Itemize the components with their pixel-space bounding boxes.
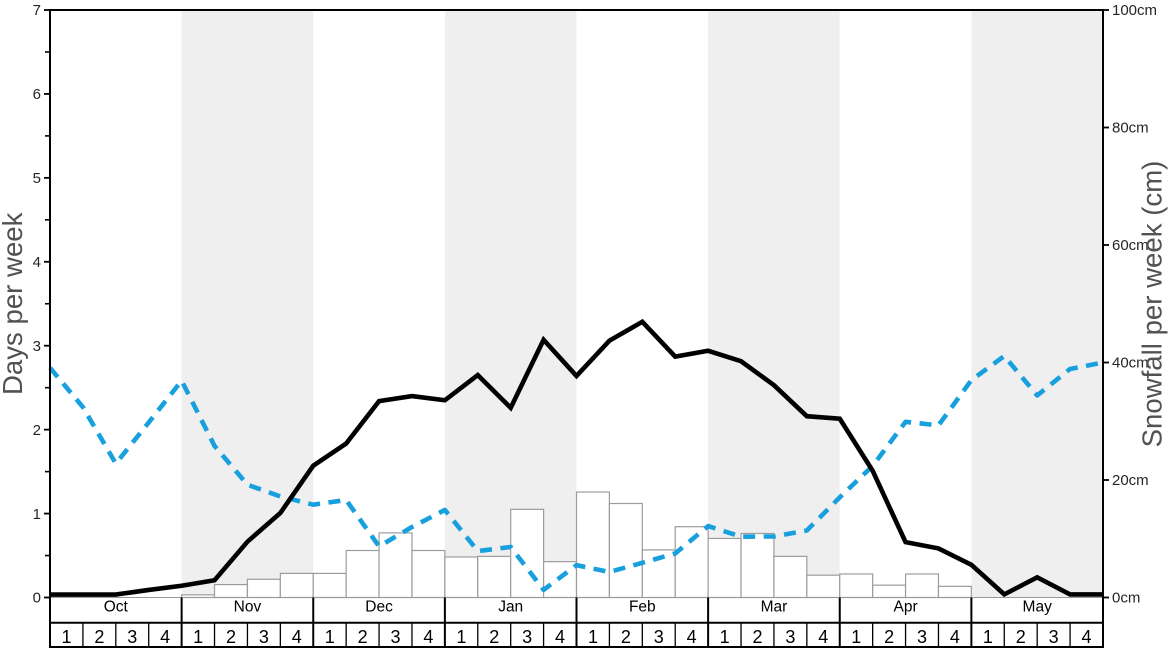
svg-text:4: 4 (292, 627, 302, 647)
svg-text:Oct: Oct (104, 599, 129, 616)
svg-text:1: 1 (720, 627, 730, 647)
svg-text:Feb: Feb (629, 599, 656, 616)
svg-text:1: 1 (33, 506, 41, 523)
svg-text:3: 3 (259, 627, 269, 647)
svg-text:4: 4 (950, 627, 960, 647)
svg-text:Nov: Nov (234, 599, 262, 616)
svg-text:4: 4 (1082, 627, 1092, 647)
svg-text:4: 4 (818, 627, 828, 647)
svg-text:1: 1 (983, 627, 993, 647)
svg-text:4: 4 (423, 627, 433, 647)
svg-text:1: 1 (61, 627, 71, 647)
svg-text:6: 6 (33, 86, 41, 103)
svg-text:Dec: Dec (365, 599, 393, 616)
svg-text:Mar: Mar (761, 599, 788, 616)
svg-text:2: 2 (884, 627, 894, 647)
svg-text:1: 1 (193, 627, 203, 647)
svg-text:0: 0 (33, 590, 41, 607)
svg-text:May: May (1023, 599, 1053, 616)
svg-text:2: 2 (33, 422, 41, 439)
svg-text:1: 1 (325, 627, 335, 647)
svg-text:Apr: Apr (893, 599, 917, 616)
svg-text:Jan: Jan (498, 599, 523, 616)
svg-text:2: 2 (489, 627, 499, 647)
svg-text:Snowfall per week (cm): Snowfall per week (cm) (1137, 161, 1168, 448)
svg-text:2: 2 (752, 627, 762, 647)
svg-text:3: 3 (127, 627, 137, 647)
svg-text:2: 2 (226, 627, 236, 647)
svg-text:2: 2 (358, 627, 368, 647)
svg-text:80cm: 80cm (1112, 120, 1149, 137)
svg-text:3: 3 (654, 627, 664, 647)
svg-text:4: 4 (687, 627, 697, 647)
svg-text:3: 3 (33, 338, 41, 355)
svg-text:3: 3 (391, 627, 401, 647)
svg-text:3: 3 (522, 627, 532, 647)
svg-text:5: 5 (33, 170, 41, 187)
svg-text:2: 2 (621, 627, 631, 647)
svg-text:4: 4 (555, 627, 565, 647)
svg-text:1: 1 (588, 627, 598, 647)
svg-text:40cm: 40cm (1112, 355, 1149, 372)
svg-text:3: 3 (785, 627, 795, 647)
svg-text:4: 4 (33, 254, 41, 271)
svg-text:1: 1 (456, 627, 466, 647)
svg-text:2: 2 (94, 627, 104, 647)
svg-text:1: 1 (851, 627, 861, 647)
svg-text:Days per week: Days per week (0, 212, 28, 395)
svg-text:4: 4 (160, 627, 170, 647)
svg-text:20cm: 20cm (1112, 472, 1149, 489)
svg-text:0cm: 0cm (1112, 590, 1140, 607)
svg-text:60cm: 60cm (1112, 237, 1149, 254)
svg-text:3: 3 (917, 627, 927, 647)
svg-text:100cm: 100cm (1112, 2, 1157, 19)
svg-text:7: 7 (33, 2, 41, 19)
svg-text:3: 3 (1049, 627, 1059, 647)
svg-text:2: 2 (1016, 627, 1026, 647)
